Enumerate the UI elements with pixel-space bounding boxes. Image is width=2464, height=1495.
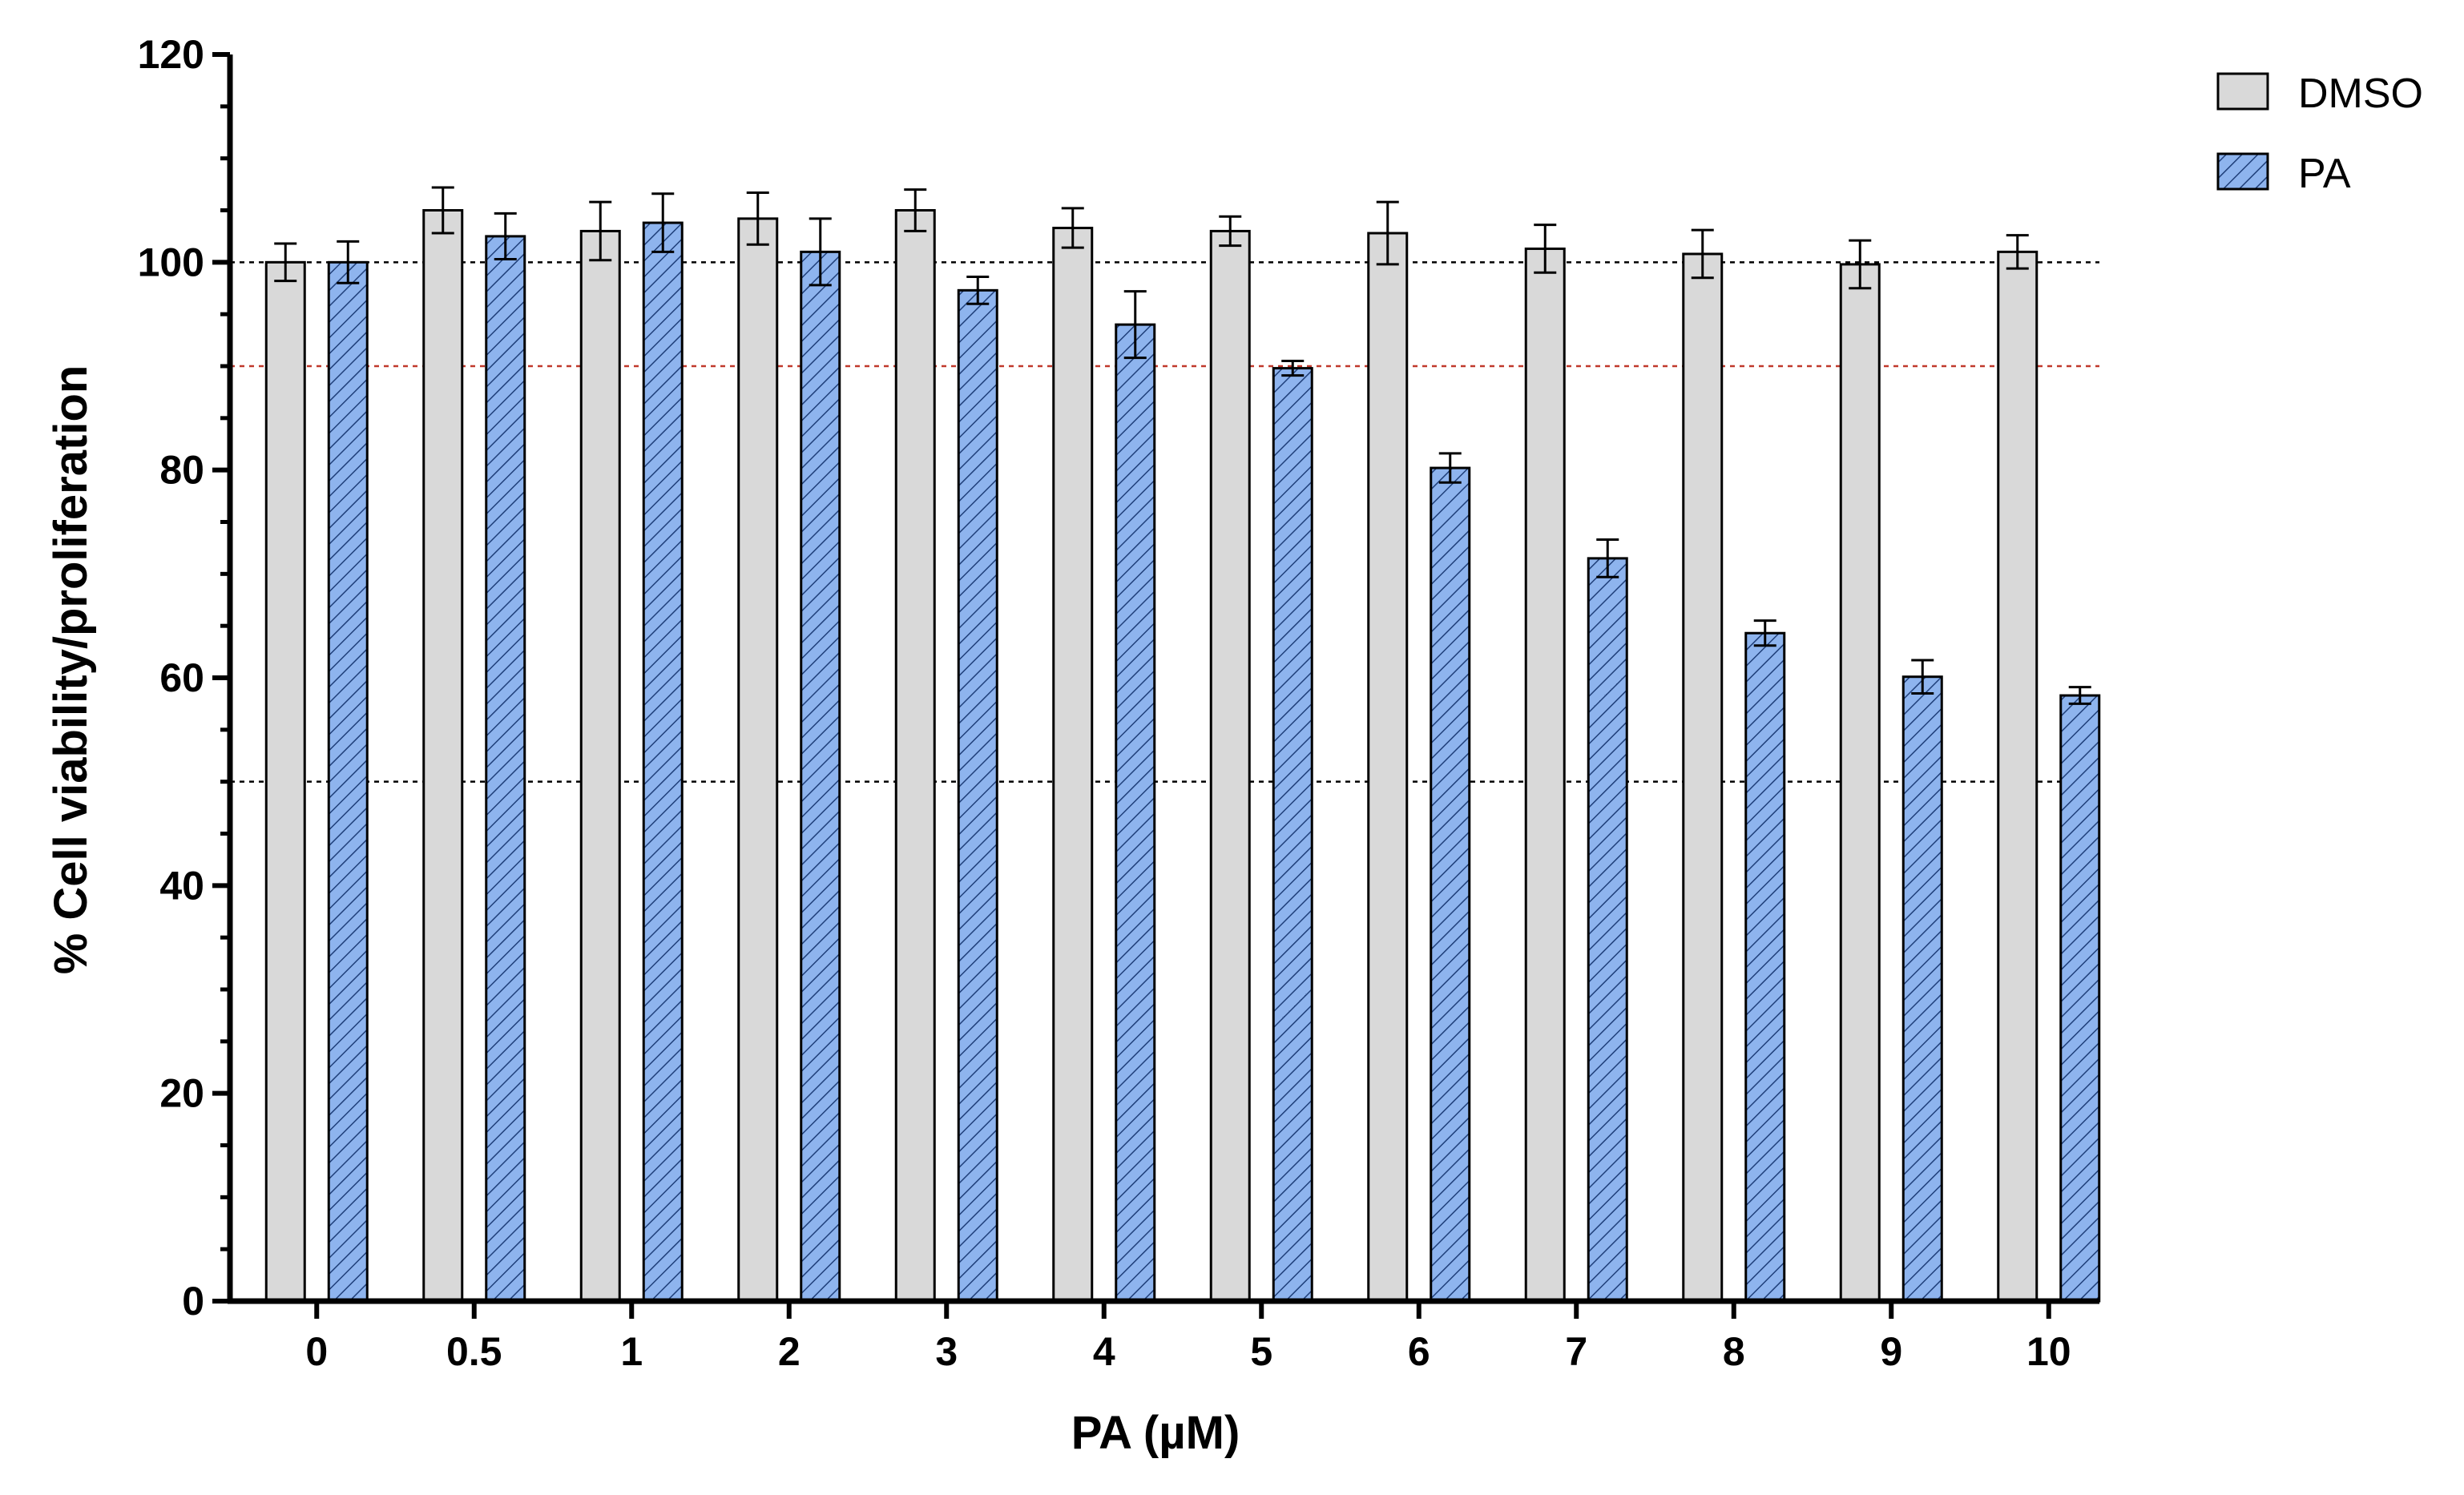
x-tick-label: 2 xyxy=(778,1329,800,1374)
error-bar-dmso-2 xyxy=(746,191,769,246)
bar-dmso-10 xyxy=(1997,250,2039,1303)
bar-pa-10 xyxy=(2059,694,2101,1303)
bar-dmso-9 xyxy=(1839,263,1881,1303)
bar-dmso-5 xyxy=(1209,229,1251,1303)
x-axis-title: PA (µM) xyxy=(1071,1407,1240,1459)
bar-pa-2 xyxy=(800,250,841,1303)
bar-pa-4 xyxy=(1115,323,1156,1303)
x-tick-label: 3 xyxy=(935,1329,958,1374)
bar-pa-0 xyxy=(327,260,369,1303)
bar-pa-7 xyxy=(1587,557,1628,1303)
bars-layer xyxy=(264,209,2101,1303)
x-tick-label: 7 xyxy=(1565,1329,1587,1374)
ticks-layer: 0 20 40 60 80 100 120 0 0.5 1 2 3 4 5 6 7 8 9 10 xyxy=(138,32,2071,1374)
error-bar-dmso-3 xyxy=(904,188,927,232)
legend-swatch-pa xyxy=(2216,152,2269,191)
bar-pa-0.5 xyxy=(485,235,526,1303)
bar-pa-1 xyxy=(642,221,684,1303)
bar-pa-5 xyxy=(1272,367,1313,1303)
bar-dmso-1 xyxy=(579,229,621,1303)
bar-pa-8 xyxy=(1744,631,1786,1303)
y-tick-label: 80 xyxy=(159,448,204,493)
error-bars-layer xyxy=(274,186,2091,705)
error-bar-pa-0.5 xyxy=(494,212,517,260)
error-bar-pa-8 xyxy=(1753,619,1776,647)
error-bar-dmso-4 xyxy=(1061,207,1084,249)
error-bar-dmso-9 xyxy=(1849,239,1872,290)
error-bar-dmso-5 xyxy=(1219,215,1242,248)
x-tick-label: 8 xyxy=(1723,1329,1745,1374)
error-bar-pa-3 xyxy=(966,275,990,305)
bar-pa-6 xyxy=(1430,466,1471,1303)
x-tick-label: 6 xyxy=(1408,1329,1430,1374)
bar-dmso-0 xyxy=(264,260,306,1303)
y-tick-label: 20 xyxy=(159,1071,204,1116)
error-bar-dmso-1 xyxy=(589,200,612,262)
error-bar-pa-9 xyxy=(1911,659,1934,695)
bar-pa-9 xyxy=(1901,675,1943,1303)
bar-dmso-8 xyxy=(1682,252,1724,1303)
bar-dmso-3 xyxy=(894,209,936,1303)
legend-label-dmso: DMSO xyxy=(2298,71,2423,117)
error-bar-pa-1 xyxy=(651,192,675,253)
error-bar-dmso-7 xyxy=(1534,224,1557,274)
error-bar-pa-7 xyxy=(1596,538,1619,578)
legend-label-pa: PA xyxy=(2298,151,2351,197)
bar-dmso-2 xyxy=(737,217,779,1303)
error-bar-pa-4 xyxy=(1123,290,1147,360)
error-bar-pa-0 xyxy=(337,240,360,284)
y-tick-label: 40 xyxy=(159,863,204,908)
bar-dmso-7 xyxy=(1524,247,1566,1303)
bar-dmso-0.5 xyxy=(422,209,464,1303)
y-tick-label: 120 xyxy=(138,32,204,77)
x-tick-label: 4 xyxy=(1093,1329,1115,1374)
y-tick-label: 100 xyxy=(138,240,204,284)
legend: DMSO PA xyxy=(2216,71,2423,197)
error-bar-dmso-0.5 xyxy=(431,186,454,235)
reference-lines xyxy=(230,261,2099,783)
x-tick-label: 9 xyxy=(1880,1329,1902,1374)
error-bar-pa-6 xyxy=(1438,452,1462,484)
error-bar-pa-10 xyxy=(2068,686,2091,705)
error-bar-pa-2 xyxy=(809,217,832,287)
error-bar-dmso-8 xyxy=(1691,228,1714,280)
y-tick-label: 60 xyxy=(159,655,204,700)
error-bar-pa-5 xyxy=(1281,360,1305,377)
bar-dmso-6 xyxy=(1367,232,1409,1303)
x-tick-label: 5 xyxy=(1250,1329,1272,1374)
error-bar-dmso-10 xyxy=(2006,234,2029,270)
x-tick-label: 1 xyxy=(620,1329,643,1374)
x-tick-label: 10 xyxy=(2026,1329,2071,1374)
bar-dmso-4 xyxy=(1052,227,1094,1303)
x-tick-label: 0 xyxy=(305,1329,328,1374)
y-axis-title: % Cell viability/proliferation xyxy=(45,365,97,975)
y-tick-label: 0 xyxy=(182,1279,204,1324)
error-bar-dmso-0 xyxy=(274,242,297,283)
x-tick-label: 0.5 xyxy=(446,1329,502,1374)
legend-swatch-dmso xyxy=(2216,72,2269,111)
bar-pa-3 xyxy=(957,288,998,1303)
error-bar-dmso-6 xyxy=(1376,200,1399,266)
